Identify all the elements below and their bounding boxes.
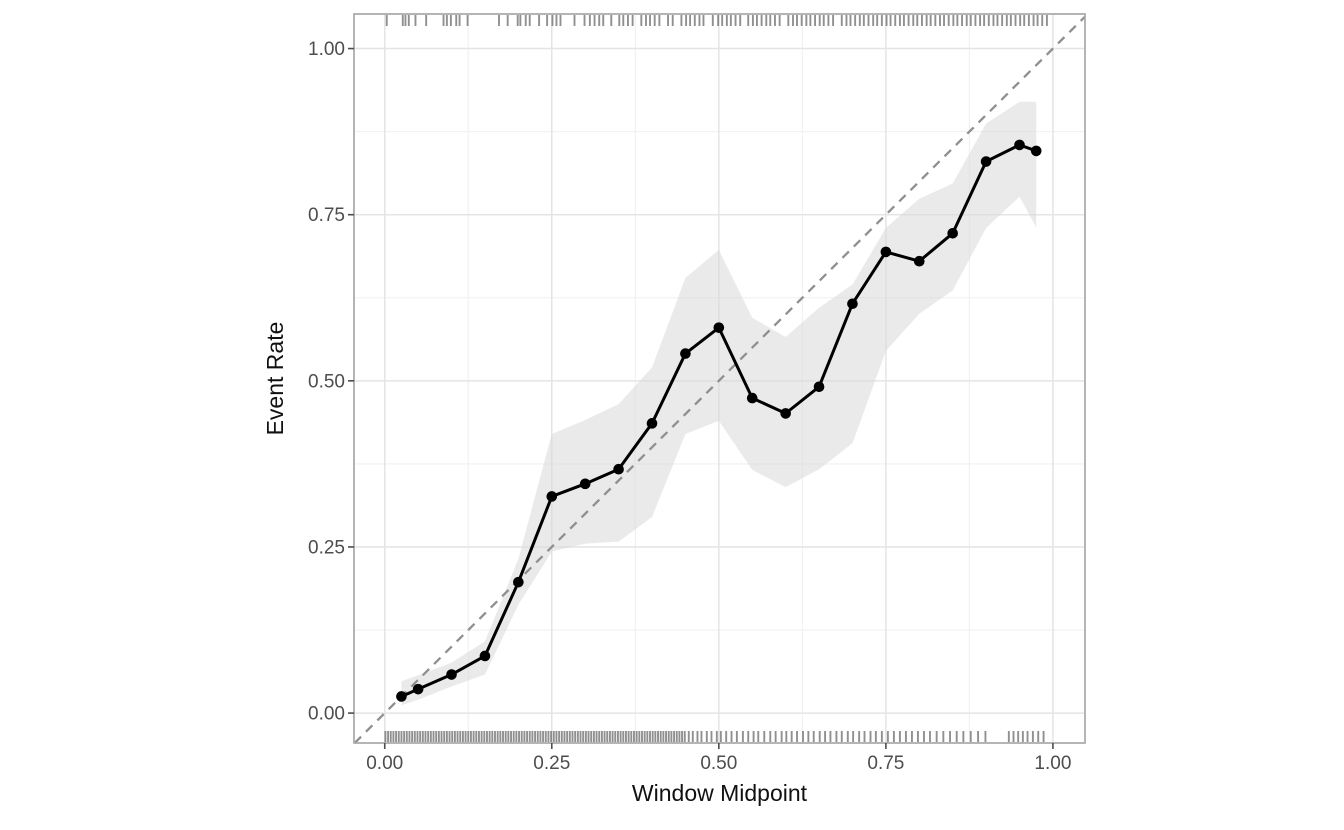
data-point [880, 246, 892, 258]
data-point [446, 669, 457, 680]
y-tick-label: 1.00 [308, 39, 345, 60]
confidence-ribbon [401, 101, 1037, 706]
y-tick-label: 0.75 [308, 205, 345, 226]
data-point [746, 392, 758, 404]
confidence-ribbon-layer [401, 101, 1037, 706]
data-point [412, 683, 424, 695]
y-axis-title: Event Rate [262, 322, 288, 436]
data-point [680, 348, 691, 359]
rug-marks-layer [384, 15, 1048, 742]
event-rate-series-layer [396, 139, 1042, 702]
x-tick-label: 1.00 [1034, 753, 1071, 774]
data-point [1030, 145, 1042, 157]
data-point [713, 322, 725, 333]
data-point [1014, 139, 1025, 151]
y-tick-label: 0.00 [308, 704, 345, 725]
y-axis-tick-labels: 0.00 0.25 0.50 0.75 1.00 [308, 39, 345, 725]
data-point [847, 298, 858, 310]
data-point [980, 156, 992, 167]
data-point [613, 463, 624, 475]
x-tick-label: 0.00 [366, 753, 403, 774]
y-tick-label: 0.25 [308, 537, 345, 558]
data-point [546, 491, 558, 502]
x-tick-label: 0.50 [700, 753, 737, 774]
data-point [579, 478, 591, 490]
data-point [947, 227, 958, 239]
x-tick-label: 0.25 [533, 753, 570, 774]
data-point [396, 691, 407, 702]
diagonal-reference-line [354, 15, 1085, 743]
x-tick-label: 0.75 [867, 753, 904, 774]
x-axis-tick-labels: 0.00 0.25 0.50 0.75 1.00 [366, 753, 1071, 774]
data-point [479, 650, 491, 662]
gridlines-layer [354, 14, 1085, 743]
data-point [813, 381, 825, 393]
axis-ticks-layer [348, 47, 1054, 749]
x-axis-title: Window Midpoint [632, 780, 808, 806]
data-point [513, 576, 524, 588]
data-point [646, 418, 658, 429]
reference-line-layer [354, 15, 1085, 743]
y-tick-label: 0.50 [308, 371, 345, 392]
data-point [913, 255, 925, 267]
data-point [780, 408, 791, 419]
